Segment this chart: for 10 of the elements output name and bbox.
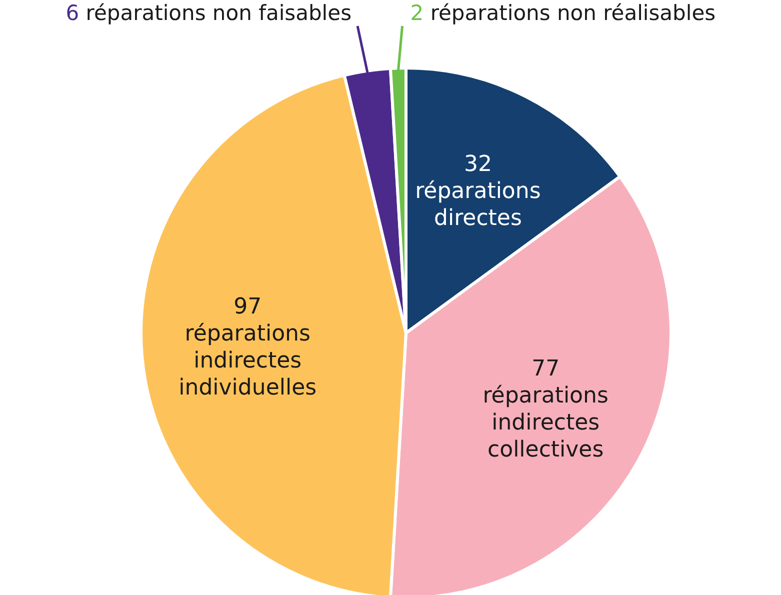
slice-label: réparations non faisables: [86, 1, 352, 25]
slice-label: réparations indirectes collectives: [482, 384, 608, 463]
data-label: 2: [410, 1, 424, 25]
data-label: 97: [234, 294, 262, 320]
data-label: 77: [532, 356, 560, 382]
slice-label: réparations directes: [415, 179, 541, 232]
slice-label: réparations non réalisables: [430, 1, 716, 25]
data-label: 32: [464, 152, 492, 178]
slice-label: réparations indirectes individuelles: [178, 321, 317, 400]
data-label: 6: [66, 1, 80, 25]
